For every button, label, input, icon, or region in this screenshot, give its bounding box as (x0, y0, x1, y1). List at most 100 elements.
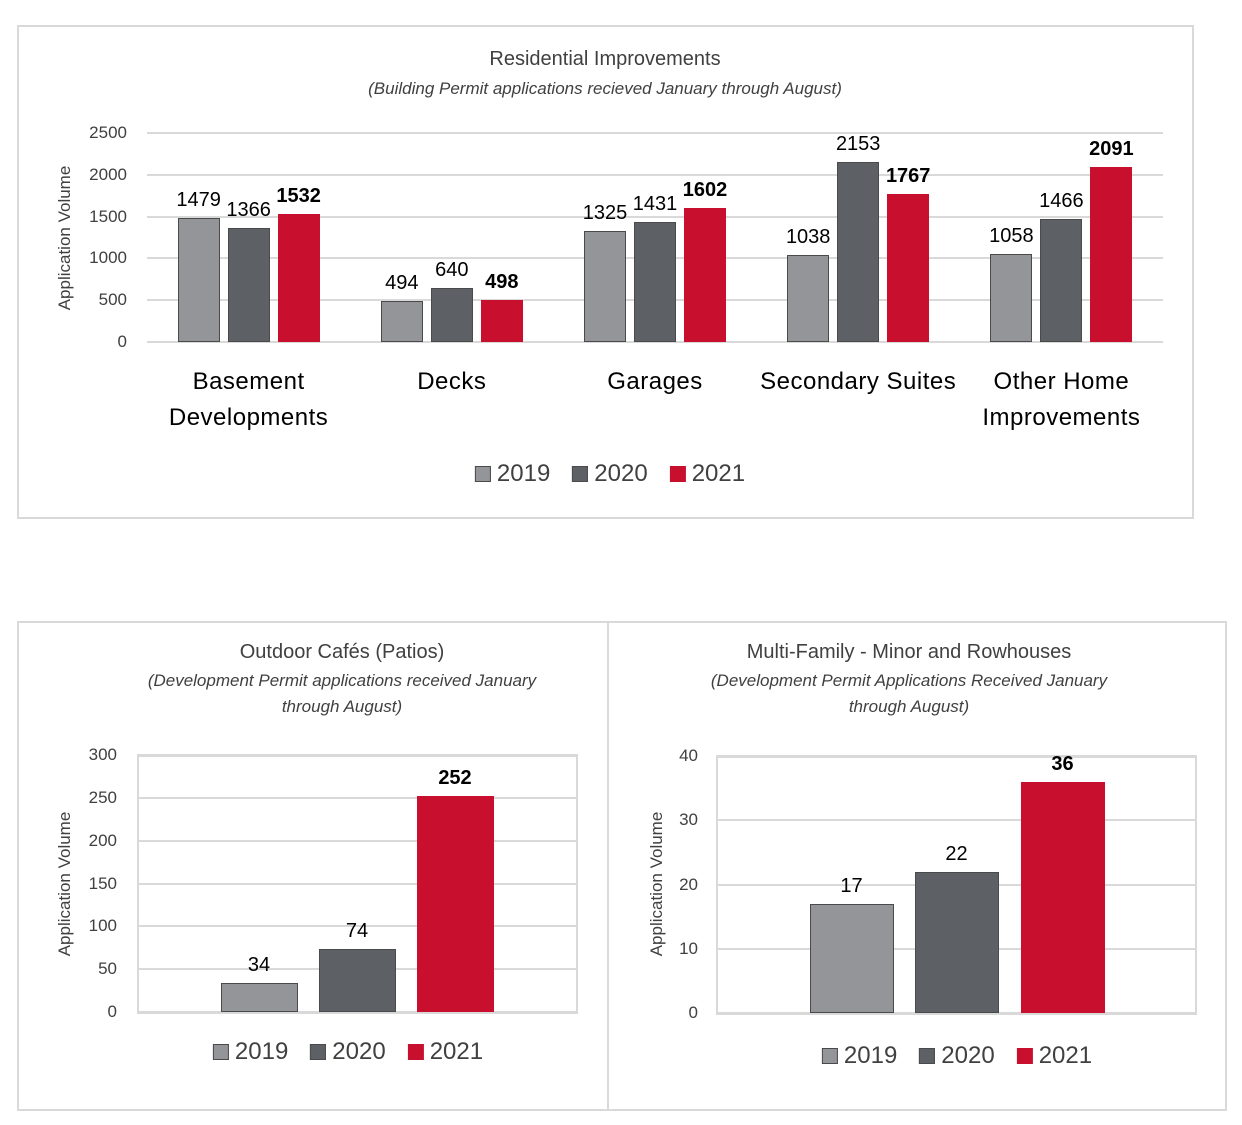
data-label-2019: 1325 (582, 202, 628, 225)
legend-swatch (572, 466, 589, 482)
legend-label: 2019 (843, 1042, 898, 1069)
bar-2019 (990, 253, 1033, 342)
legend-item-2020: 2020 (310, 1038, 386, 1066)
y-tick-label: 20 (679, 874, 698, 894)
data-label-2019: 34 (247, 953, 271, 976)
bar-2019 (584, 231, 626, 342)
bar-2020 (1040, 219, 1083, 342)
data-label-2019: 1038 (785, 226, 831, 249)
data-label-2020: 1466 (1039, 190, 1084, 213)
gridline (137, 925, 578, 928)
gridline (137, 754, 578, 756)
legend-label: 2020 (594, 460, 648, 487)
legend-swatch (310, 1044, 327, 1060)
y-axis-label: Application Volume (55, 811, 74, 957)
gridline (716, 819, 1197, 822)
y-axis-label: Application Volume (647, 811, 666, 957)
y-tick-label: 0 (688, 1003, 698, 1022)
bar-2020 (837, 162, 880, 342)
plot-area (137, 755, 578, 1014)
legend-swatch (821, 1048, 838, 1064)
data-label-2021: 252 (438, 767, 472, 790)
legend-item-2019: 2019 (212, 1038, 289, 1066)
bar-2020 (227, 227, 270, 342)
data-label-2021: 1602 (682, 179, 728, 202)
data-label-2020: 640 (435, 259, 469, 282)
y-tick-label: 250 (88, 787, 117, 807)
legend-swatch (1016, 1048, 1033, 1064)
y-tick-label: 1500 (89, 206, 127, 226)
bar-2020 (634, 222, 676, 342)
legend-label: 2020 (332, 1038, 386, 1065)
y-axis-label: Application Volume (55, 165, 74, 311)
gridline (716, 755, 1197, 757)
data-label-2020: 1431 (632, 193, 678, 216)
chart-title: Outdoor Cafés (Patios) (239, 641, 445, 663)
y-tick-label: 40 (679, 746, 698, 765)
legend-item-2020: 2020 (572, 460, 648, 488)
chart-subtitle: (Development Permit applications receive… (147, 671, 537, 716)
bar-2019 (380, 300, 423, 342)
bar-2021 (887, 194, 930, 342)
x-category-label: Secondary Suites (760, 368, 957, 395)
gridline (137, 839, 578, 842)
data-label-2021: 36 (1051, 752, 1074, 775)
bar-2019 (220, 982, 298, 1012)
bar-2019 (787, 255, 830, 342)
legend-item-2021: 2021 (1016, 1042, 1093, 1070)
legend: 2019 2020 2021 (474, 460, 746, 488)
y-tick-label: 500 (98, 290, 127, 310)
data-label-2021: 1532 (276, 184, 321, 207)
data-label-2020: 2153 (835, 133, 881, 155)
legend-label: 2019 (234, 1038, 289, 1065)
data-label-2020: 22 (945, 842, 968, 865)
legend: 2019 2020 2021 (821, 1042, 1093, 1070)
legend-swatch (474, 466, 491, 482)
bar-2019 (809, 903, 894, 1013)
bar-2020 (430, 288, 473, 342)
legend-swatch (407, 1044, 424, 1060)
legend-label: 2021 (1038, 1042, 1093, 1069)
data-label-2020: 74 (345, 919, 369, 942)
legend-item-2020: 2020 (919, 1042, 995, 1070)
chart-title: Residential Improvements (489, 48, 721, 70)
legend-swatch (669, 466, 686, 482)
bar-2021 (1020, 781, 1105, 1013)
chart-subtitle: (Development Permit Applications Receive… (710, 671, 1108, 716)
gridline (716, 1012, 1197, 1014)
bar-2021 (1090, 167, 1133, 342)
y-tick-label: 2000 (89, 164, 127, 184)
legend: 2019 2020 2021 (212, 1038, 483, 1066)
data-label-2021: 1767 (885, 165, 931, 188)
legend-item-2019: 2019 (821, 1042, 898, 1070)
gridline (137, 1011, 578, 1013)
bar-2019 (177, 218, 220, 342)
bar-2021 (277, 213, 320, 342)
data-label-2020: 1366 (226, 198, 271, 221)
legend-swatch (919, 1048, 936, 1064)
y-tick-label: 200 (88, 830, 117, 850)
gridline (137, 796, 578, 799)
gridline (147, 173, 1163, 176)
data-label-2019: 17 (840, 874, 863, 897)
x-category-label: Decks (417, 368, 487, 395)
bar-2020 (914, 871, 999, 1013)
y-tick-label: 100 (88, 916, 117, 936)
legend-label: 2019 (496, 460, 551, 487)
legend-item-2021: 2021 (407, 1038, 483, 1066)
bar-2021 (684, 208, 726, 342)
plot-area (716, 756, 1197, 1015)
legend-label: 2020 (941, 1042, 995, 1069)
y-tick-label: 10 (679, 938, 698, 958)
gridline (147, 132, 1163, 134)
legend-item-2019: 2019 (474, 460, 551, 488)
data-label-2021: 498 (485, 271, 519, 294)
data-label-2019: 1479 (176, 189, 221, 212)
legend-item-2021: 2021 (669, 460, 746, 488)
y-tick-label: 0 (107, 1002, 117, 1021)
gridline (147, 215, 1163, 218)
legend-label: 2021 (691, 460, 746, 487)
chart-outdoor-cafes (17, 621, 609, 1111)
y-tick-label: 300 (88, 745, 117, 764)
chart-subtitle: (Building Permit applications recieved J… (368, 79, 842, 98)
